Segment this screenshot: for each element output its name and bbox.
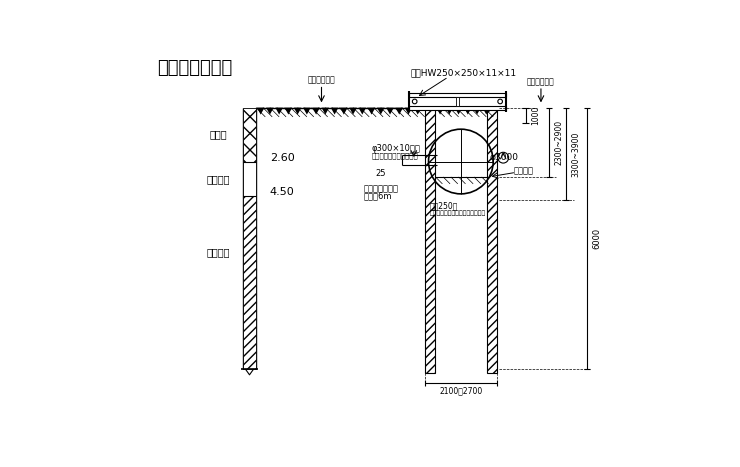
- Polygon shape: [386, 107, 394, 114]
- Bar: [456, 97, 459, 106]
- Polygon shape: [358, 107, 366, 114]
- Polygon shape: [349, 107, 357, 114]
- Polygon shape: [454, 107, 462, 114]
- Bar: [243, 162, 256, 196]
- Text: 2300~2900: 2300~2900: [554, 120, 563, 165]
- Polygon shape: [437, 107, 444, 114]
- Polygon shape: [414, 107, 422, 114]
- Text: 2100～2700: 2100～2700: [440, 387, 483, 396]
- Polygon shape: [464, 107, 471, 114]
- Text: 钢支撑与钢管同采用同套: 钢支撑与钢管同采用同套: [371, 152, 418, 159]
- Polygon shape: [340, 107, 348, 114]
- Polygon shape: [285, 107, 292, 114]
- Text: 6000: 6000: [593, 228, 602, 249]
- Bar: [408, 93, 506, 97]
- Polygon shape: [331, 107, 338, 114]
- Text: 桩长约6m: 桩长约6m: [364, 191, 392, 201]
- Text: 粉质粘土: 粉质粘土: [206, 247, 230, 257]
- Polygon shape: [445, 107, 453, 114]
- Polygon shape: [395, 107, 403, 114]
- Text: 正循环开孔后反循环至管底零刻处: 正循环开孔后反循环至管底零刻处: [429, 210, 485, 216]
- Text: 1000: 1000: [531, 106, 540, 125]
- Text: 开挖底面: 开挖底面: [514, 166, 534, 175]
- Text: 原有地面标高: 原有地面标高: [308, 75, 335, 85]
- Text: 桩径250厘: 桩径250厘: [429, 201, 457, 210]
- Text: 原有地面标高: 原有地面标高: [527, 77, 555, 86]
- Bar: [243, 196, 256, 369]
- Text: 钻孔剖面示意图: 钻孔剖面示意图: [157, 58, 232, 77]
- Text: 4.50: 4.50: [270, 187, 295, 198]
- Polygon shape: [368, 107, 375, 114]
- Text: 细砂层土: 细砂层土: [206, 174, 230, 184]
- Polygon shape: [405, 107, 412, 114]
- Polygon shape: [275, 107, 283, 114]
- Text: 自走式履带桩机: 自走式履带桩机: [364, 184, 399, 193]
- Polygon shape: [294, 107, 301, 114]
- Polygon shape: [266, 107, 274, 114]
- Bar: [243, 107, 256, 162]
- Text: 2.60: 2.60: [270, 153, 295, 163]
- Polygon shape: [482, 107, 490, 114]
- Text: 25: 25: [375, 169, 386, 177]
- Polygon shape: [257, 107, 264, 114]
- Text: φ3000: φ3000: [489, 153, 518, 162]
- Bar: [425, 107, 435, 373]
- Polygon shape: [303, 107, 311, 114]
- Bar: [408, 106, 506, 110]
- Text: 素填土: 素填土: [209, 129, 227, 140]
- Polygon shape: [473, 107, 481, 114]
- Text: φ300×10钢管: φ300×10钢管: [371, 144, 420, 153]
- Polygon shape: [321, 107, 329, 114]
- Text: 3300~3900: 3300~3900: [572, 131, 581, 177]
- Polygon shape: [312, 107, 320, 114]
- Text: 拔桩HW250×250×11×11: 拔桩HW250×250×11×11: [411, 69, 517, 78]
- Polygon shape: [377, 107, 385, 114]
- Bar: [487, 107, 497, 373]
